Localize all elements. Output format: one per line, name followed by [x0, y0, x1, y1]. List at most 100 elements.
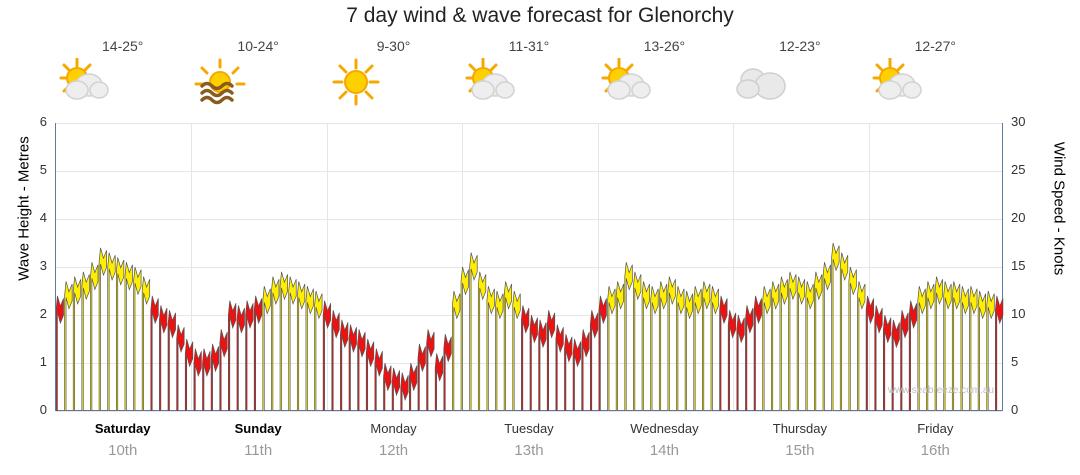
- wind-arrow: [408, 362, 418, 411]
- wind-arrow: [564, 334, 573, 411]
- y-axis-right-title: Wind Speed - Knots: [1050, 141, 1068, 276]
- wind-arrow: [521, 305, 530, 411]
- wind-arrow: [72, 276, 82, 411]
- wind-arrow: [210, 343, 220, 411]
- wind-arrow: [314, 290, 323, 411]
- wind-arrow: [926, 281, 935, 411]
- wind-arrow: [865, 295, 874, 411]
- wind-arrow: [727, 310, 737, 411]
- wind-arrow: [486, 286, 495, 411]
- sun-behind-cloud-icon: [868, 58, 1003, 106]
- day-label-wednesday: Wednesday 14th: [597, 421, 732, 459]
- y-tick-right: 5: [1011, 354, 1019, 369]
- wind-arrow: [839, 252, 849, 411]
- wind-arrow: [943, 281, 952, 411]
- forecast-day-wednesday: 13-26°: [597, 38, 732, 106]
- wind-arrow: [615, 281, 625, 411]
- wind-arrow: [443, 334, 452, 411]
- wind-arrow: [288, 276, 297, 411]
- wind-arrow: [882, 314, 892, 411]
- day-name: Tuesday: [504, 421, 554, 436]
- wind-arrow: [477, 271, 487, 411]
- wind-arrow: [374, 348, 383, 411]
- wind-arrow: [986, 290, 995, 411]
- day-label-thursday: Thursday 15th: [732, 421, 867, 459]
- wind-arrow: [193, 348, 202, 411]
- temperature-range: 12-27°: [914, 38, 956, 54]
- wind-arrow: [115, 257, 125, 411]
- wind-arrow: [874, 305, 883, 411]
- day-label-tuesday: Tuesday 13th: [461, 421, 596, 459]
- day-name: Friday: [917, 421, 954, 436]
- wind-arrow: [589, 310, 599, 411]
- wind-arrow: [305, 286, 314, 411]
- y-tick-left: 5: [39, 162, 47, 177]
- wind-arrow: [693, 286, 702, 411]
- temperature-range: 12-23°: [779, 38, 821, 54]
- day-separator: [327, 123, 328, 410]
- wind-arrow: [598, 295, 607, 411]
- temperature-range: 11-31°: [508, 38, 550, 54]
- gridline: [56, 363, 1002, 364]
- wind-arrow: [331, 310, 340, 411]
- wind-arrow: [658, 281, 668, 411]
- forecast-day-tuesday: 11-31°: [461, 38, 596, 106]
- wind-arrow: [141, 276, 151, 411]
- y-tick-left: 2: [39, 306, 47, 321]
- wind-arrow: [495, 290, 504, 411]
- day-name: Wednesday: [630, 421, 699, 436]
- wind-arrow: [572, 338, 581, 411]
- sun-behind-cloud-icon: [461, 58, 596, 106]
- wind-arrow: [719, 295, 728, 411]
- temperature-range: 14-25°: [102, 38, 144, 54]
- gridline: [56, 123, 1002, 124]
- temperature-range: 10-24°: [237, 38, 279, 54]
- wind-arrow: [848, 266, 857, 411]
- wind-arrow: [702, 281, 711, 411]
- wind-arrow: [529, 314, 538, 411]
- wind-arrow: [56, 295, 64, 411]
- chart-title: 7 day wind & wave forecast for Glenorchy: [346, 4, 734, 27]
- wind-arrow: [710, 286, 719, 411]
- wind-arrow: [633, 271, 642, 411]
- forecast-day-thursday: 12-23°: [732, 38, 867, 106]
- day-name: Sunday: [234, 421, 282, 436]
- wind-arrow: [460, 266, 469, 411]
- wind-arrow: [779, 276, 788, 411]
- wind-arrow: [236, 305, 245, 411]
- wind-arrow: [150, 295, 159, 411]
- day-date: 12th: [378, 442, 409, 459]
- forecast-day-sunday: 10-24°: [190, 38, 325, 106]
- y-tick-right: 30: [1011, 114, 1026, 129]
- wind-arrow: [745, 305, 754, 411]
- day-separator: [733, 123, 734, 410]
- wind-arrow: [676, 286, 685, 411]
- day-date: 14th: [649, 442, 680, 459]
- wind-arrow: [908, 300, 918, 411]
- wind-arrow: [546, 310, 556, 411]
- wind-arrow: [219, 329, 228, 411]
- gridline: [56, 171, 1002, 172]
- wind-arrow: [788, 271, 797, 411]
- day-date: 10th: [108, 442, 138, 459]
- wind-arrow: [98, 247, 107, 411]
- wind-arrow: [805, 281, 814, 411]
- wind-arrow: [400, 372, 409, 411]
- wind-arrow: [159, 305, 168, 411]
- wind-arrow: [995, 295, 1004, 411]
- day-label-friday: Friday 16th: [868, 421, 1003, 459]
- day-separator: [191, 123, 192, 410]
- wind-arrow: [245, 300, 254, 411]
- wind-arrow: [581, 329, 590, 411]
- wind-arrow: [365, 338, 375, 411]
- day-label-saturday: Saturday 10th: [55, 421, 190, 459]
- y-tick-left: 1: [39, 354, 47, 369]
- y-tick-right: 0: [1011, 402, 1019, 417]
- wind-arrow: [624, 262, 633, 411]
- cloudy-icon: [732, 58, 867, 106]
- wind-arrow: [202, 348, 211, 411]
- wind-arrow: [538, 319, 547, 411]
- wind-arrow: [357, 329, 366, 411]
- wind-arrow: [762, 286, 771, 411]
- day-label-monday: Monday 12th: [326, 421, 461, 459]
